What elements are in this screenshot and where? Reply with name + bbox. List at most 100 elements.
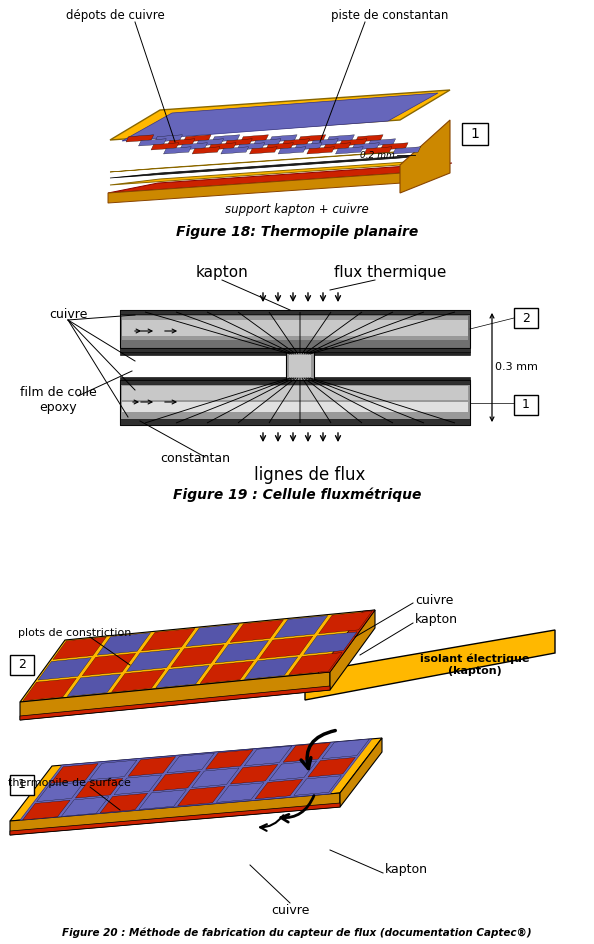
Polygon shape [179, 143, 207, 150]
Polygon shape [206, 750, 253, 769]
Polygon shape [186, 624, 239, 647]
Polygon shape [355, 135, 383, 142]
Polygon shape [167, 139, 195, 146]
Polygon shape [308, 757, 355, 777]
Polygon shape [200, 661, 254, 683]
Polygon shape [327, 135, 355, 142]
Text: lignes de flux: lignes de flux [254, 466, 366, 484]
Polygon shape [393, 146, 421, 154]
Polygon shape [156, 666, 209, 688]
Polygon shape [192, 767, 239, 787]
Text: kapton: kapton [195, 264, 248, 279]
Polygon shape [364, 146, 392, 154]
Polygon shape [304, 632, 357, 654]
Polygon shape [278, 146, 306, 154]
Polygon shape [340, 738, 382, 807]
Text: thermopile de surface: thermopile de surface [8, 778, 131, 788]
Polygon shape [20, 610, 375, 702]
Polygon shape [244, 657, 298, 680]
Polygon shape [241, 135, 268, 142]
Polygon shape [50, 764, 98, 784]
Bar [120, 310, 470, 348]
Polygon shape [192, 146, 220, 154]
Polygon shape [110, 90, 450, 140]
Text: 2: 2 [522, 312, 530, 325]
Polygon shape [283, 743, 331, 762]
Bar [286, 352, 314, 380]
Bar [120, 348, 470, 352]
Polygon shape [208, 143, 236, 150]
Polygon shape [100, 793, 148, 813]
Bar [122, 386, 468, 400]
Polygon shape [163, 146, 191, 154]
Polygon shape [10, 803, 340, 835]
Bar [120, 380, 470, 425]
Polygon shape [126, 135, 154, 142]
Polygon shape [53, 637, 106, 660]
Polygon shape [89, 760, 137, 780]
Polygon shape [330, 610, 375, 690]
Polygon shape [216, 783, 264, 802]
Bar [289, 355, 311, 377]
Polygon shape [253, 139, 281, 146]
Polygon shape [10, 738, 382, 821]
Polygon shape [196, 139, 223, 146]
Text: 2: 2 [18, 659, 26, 671]
Polygon shape [171, 645, 224, 667]
Polygon shape [269, 761, 317, 781]
Polygon shape [339, 139, 367, 146]
Text: 1: 1 [522, 398, 530, 411]
Polygon shape [230, 765, 278, 784]
Polygon shape [110, 153, 450, 178]
Polygon shape [322, 739, 369, 759]
Polygon shape [154, 135, 182, 142]
Text: Figure 19 : Cellule fluxmétrique: Figure 19 : Cellule fluxmétrique [173, 488, 421, 502]
Polygon shape [368, 139, 396, 146]
Polygon shape [255, 779, 302, 799]
Polygon shape [122, 93, 438, 141]
Text: 1: 1 [470, 127, 479, 141]
Polygon shape [112, 669, 165, 692]
Bar [122, 402, 468, 412]
Bar [120, 380, 470, 384]
Text: cuivre: cuivre [49, 309, 87, 322]
Polygon shape [20, 672, 330, 720]
Polygon shape [266, 143, 293, 150]
Bar [122, 316, 468, 340]
Bar [120, 310, 470, 314]
Text: cuivre: cuivre [271, 903, 309, 917]
Polygon shape [141, 629, 195, 650]
Polygon shape [114, 775, 162, 795]
Polygon shape [274, 615, 328, 638]
Bar [514, 308, 538, 328]
Polygon shape [311, 139, 339, 146]
Bar [10, 775, 34, 795]
Polygon shape [230, 620, 283, 642]
Polygon shape [244, 746, 292, 766]
Polygon shape [215, 640, 268, 663]
Polygon shape [127, 649, 180, 671]
Bar [462, 123, 488, 145]
Polygon shape [138, 139, 166, 146]
Polygon shape [294, 776, 342, 796]
Polygon shape [110, 159, 450, 185]
Polygon shape [108, 173, 402, 203]
Bar [120, 377, 470, 380]
Polygon shape [110, 148, 450, 172]
Polygon shape [10, 793, 340, 835]
Text: kapton: kapton [385, 864, 428, 876]
Polygon shape [20, 739, 372, 820]
Polygon shape [75, 779, 123, 798]
Polygon shape [323, 143, 351, 150]
Polygon shape [282, 139, 309, 146]
Polygon shape [37, 782, 84, 801]
Polygon shape [305, 630, 555, 700]
Polygon shape [212, 135, 240, 142]
Polygon shape [400, 120, 450, 193]
Polygon shape [153, 771, 200, 791]
Text: flux thermique: flux thermique [334, 264, 446, 279]
Polygon shape [38, 658, 91, 680]
Polygon shape [184, 135, 211, 142]
Bar [120, 352, 470, 355]
Polygon shape [249, 146, 277, 154]
